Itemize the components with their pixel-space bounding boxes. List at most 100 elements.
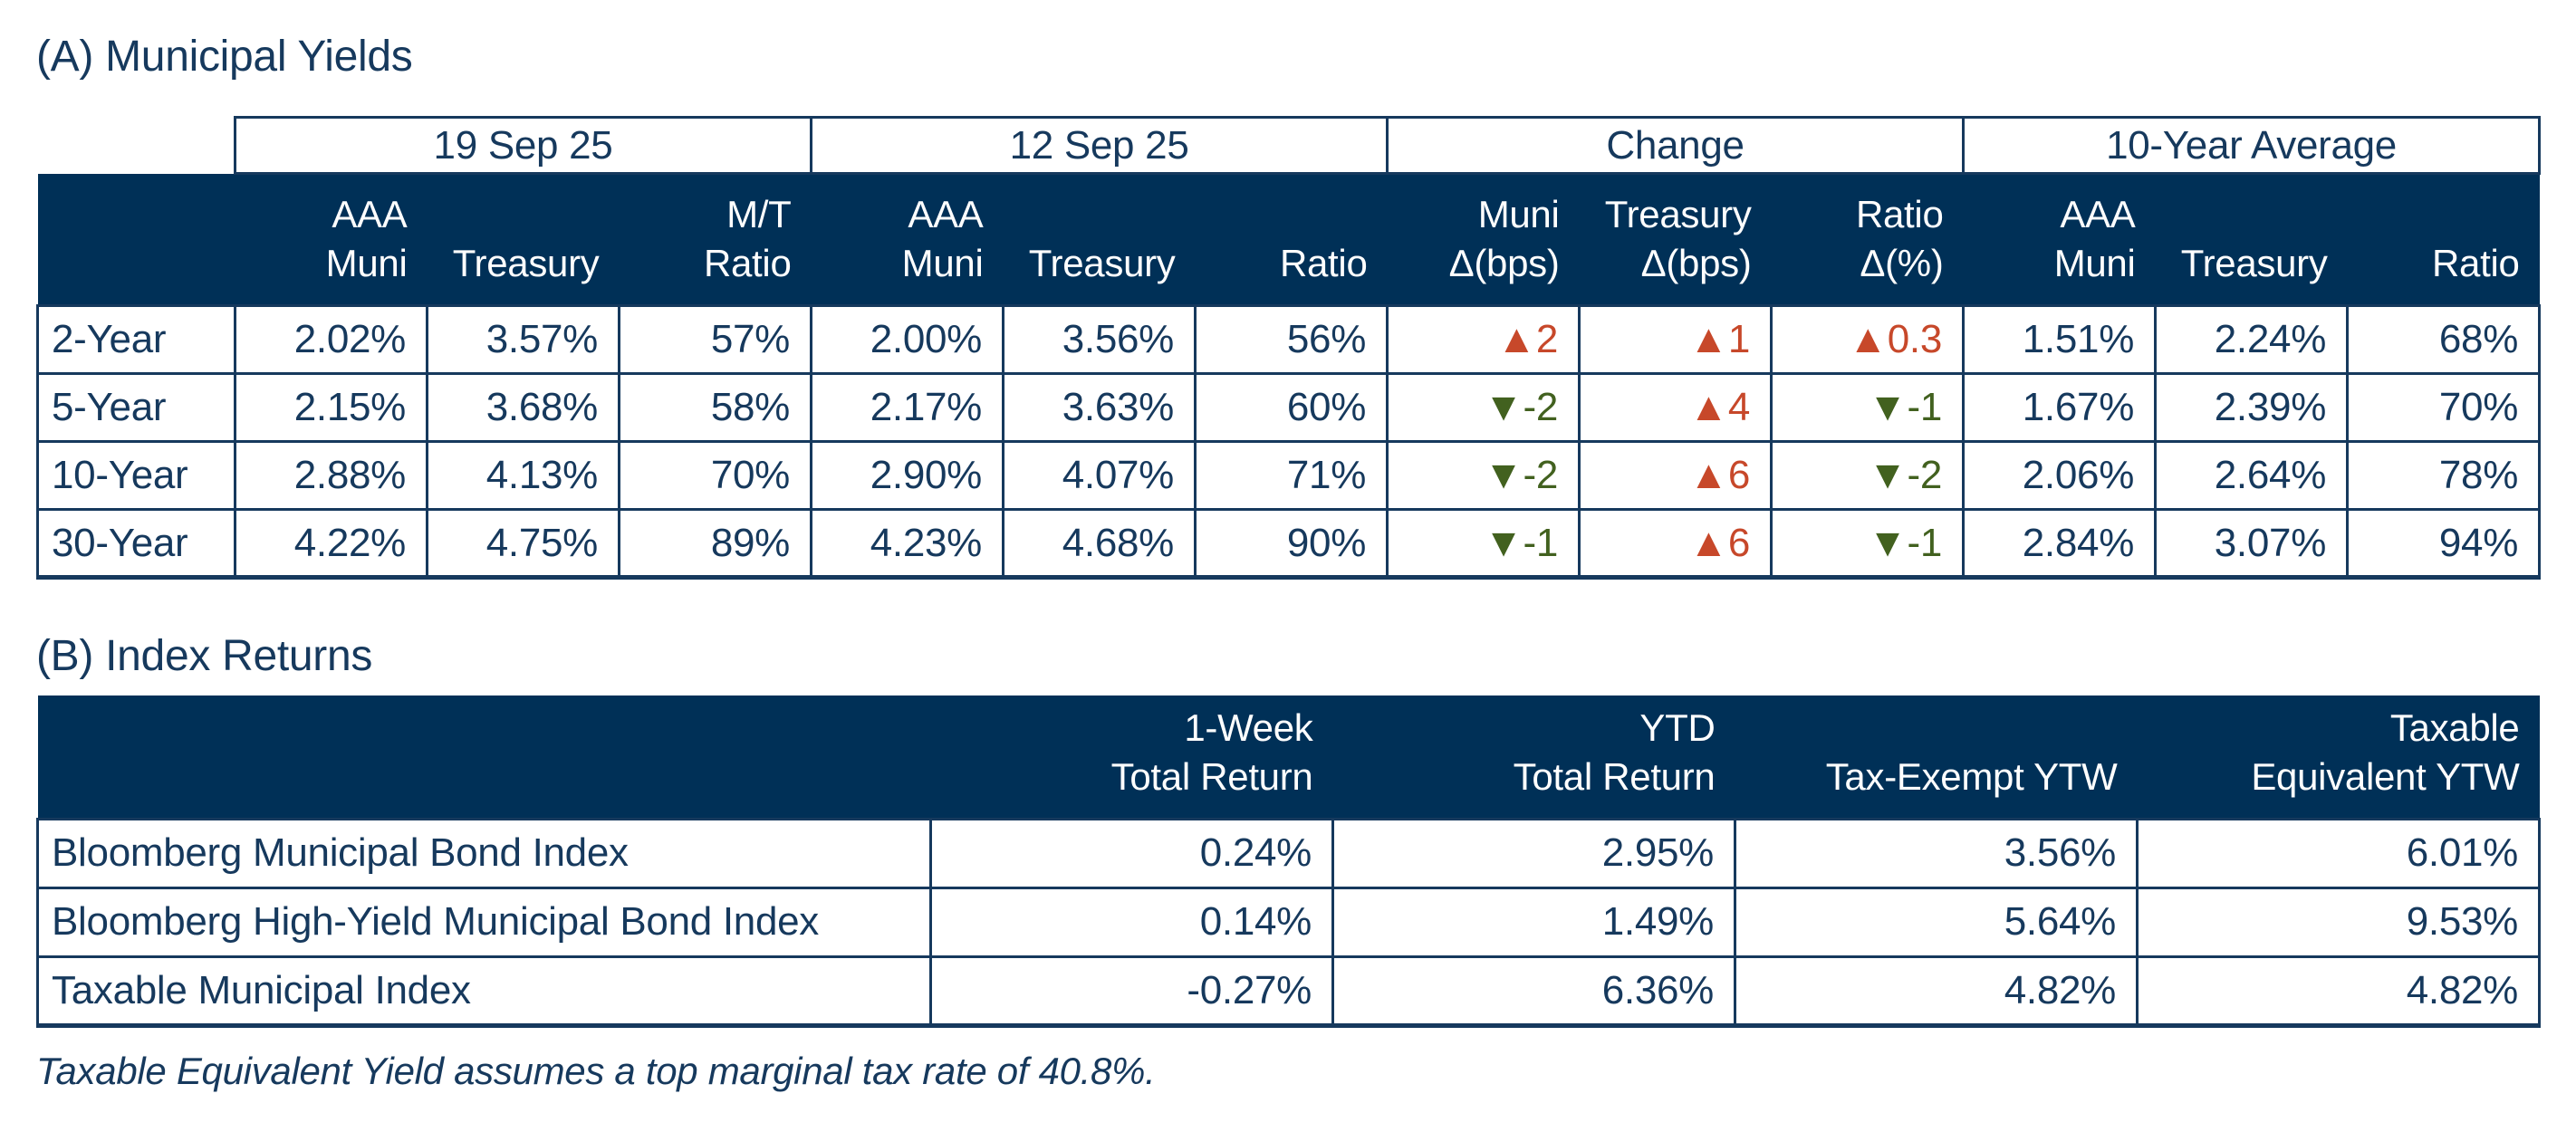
cell-12sep-treasury: 3.63%	[1002, 372, 1197, 443]
table-row: 5-Year 2.15% 3.68% 58% 2.17% 3.63% 60% ▼…	[36, 372, 2542, 443]
cell-change-treasury: ▲6	[1578, 508, 1773, 580]
index-name: Bloomberg Municipal Bond Index	[36, 817, 932, 889]
col-header-10yr-ratio: Ratio	[2347, 173, 2540, 306]
cell-10yr-ratio: 94%	[2346, 508, 2542, 580]
cell-change-ratio: ▼-1	[1770, 508, 1966, 580]
header-line2: Muni	[325, 242, 408, 284]
col-header-19sep-treasury: Treasury	[427, 173, 620, 306]
col-header-19sep-mt-ratio: M/T Ratio	[619, 173, 812, 306]
header-line1	[1004, 190, 1176, 239]
cell-12sep-ratio: 90%	[1194, 508, 1389, 580]
header-line1: M/T	[726, 193, 792, 235]
col-header-change-muni: Muni Δ(bps)	[1387, 173, 1580, 306]
group-header-19sep: 19 Sep 25	[233, 116, 813, 175]
cell-taxable-equivalent-ytw: 6.01%	[2136, 817, 2541, 889]
row-label: 5-Year	[36, 372, 236, 443]
header-line2: Muni	[901, 242, 984, 284]
table-row: Bloomberg Municipal Bond Index 0.24% 2.9…	[36, 817, 2541, 889]
col-header-index-name-blank	[37, 696, 931, 819]
col-header-10yr-aaa-muni: AAA Muni	[1963, 173, 2156, 306]
header-line2: Total Return	[1513, 754, 1716, 798]
cell-12sep-ratio: 60%	[1194, 372, 1389, 443]
cell-19sep-aaa-muni: 4.22%	[234, 508, 428, 580]
col-header-ytd-total-return: YTD Total Return	[1332, 696, 1735, 819]
cell-change-muni: ▼-1	[1386, 508, 1581, 580]
cell-19sep-mt-ratio: 58%	[617, 372, 813, 443]
cell-1week-total-return: -0.27%	[929, 955, 1334, 1028]
col-header-change-treasury: Treasury Δ(bps)	[1579, 173, 1772, 306]
cell-change-muni: ▼-2	[1386, 440, 1581, 511]
cell-12sep-treasury: 3.56%	[1002, 304, 1197, 375]
header-line1: 1-Week	[1184, 705, 1313, 749]
cell-1week-total-return: 0.14%	[929, 886, 1334, 958]
cell-ytd-total-return: 6.36%	[1331, 955, 1736, 1028]
header-line1: AAA	[908, 193, 984, 235]
cell-10yr-treasury: 2.39%	[2154, 372, 2350, 443]
cell-change-ratio: ▼-2	[1770, 440, 1966, 511]
cell-tax-exempt-ytw: 5.64%	[1734, 886, 2139, 958]
index-name: Taxable Municipal Index	[36, 955, 932, 1028]
cell-change-muni: ▲2	[1386, 304, 1581, 375]
cell-19sep-mt-ratio: 89%	[617, 508, 813, 580]
col-header-10yr-treasury: Treasury	[2155, 173, 2348, 306]
corner-spacer	[37, 117, 235, 174]
group-header-change: Change	[1386, 116, 1966, 175]
cell-10yr-ratio: 68%	[2346, 304, 2542, 375]
tax-rate-footnote: Taxable Equivalent Yield assumes a top m…	[36, 1049, 1156, 1092]
cell-1week-total-return: 0.24%	[929, 817, 1334, 889]
cell-12sep-ratio: 56%	[1194, 304, 1389, 375]
header-line1	[2348, 190, 2520, 239]
table-row: 30-Year 4.22% 4.75% 89% 4.23% 4.68% 90% …	[36, 508, 2542, 580]
cell-12sep-aaa-muni: 4.23%	[810, 508, 1005, 580]
header-line2: Muni	[2053, 242, 2136, 284]
cell-10yr-treasury: 3.07%	[2154, 508, 2350, 580]
row-label: 2-Year	[36, 304, 236, 375]
municipal-yields-table: 19 Sep 25 12 Sep 25 Change 10-Year Avera…	[36, 116, 2542, 580]
header-line1	[2156, 190, 2328, 239]
header-line2: Ratio	[703, 242, 792, 284]
cell-12sep-treasury: 4.07%	[1002, 440, 1197, 511]
col-header-19sep-aaa-muni: AAA Muni	[235, 173, 428, 306]
row-label: 10-Year	[36, 440, 236, 511]
header-line2: Total Return	[1110, 754, 1313, 798]
cell-tax-exempt-ytw: 4.82%	[1734, 955, 2139, 1028]
cell-19sep-aaa-muni: 2.02%	[234, 304, 428, 375]
header-line1: Treasury	[1604, 193, 1752, 235]
row-label: 30-Year	[36, 508, 236, 580]
col-header-12sep-aaa-muni: AAA Muni	[811, 173, 1004, 306]
column-header-row: AAA Muni Treasury M/T Ratio AAA Muni Treasu…	[37, 173, 2540, 306]
cell-19sep-treasury: 3.57%	[426, 304, 620, 375]
cell-10yr-aaa-muni: 2.06%	[1962, 440, 2158, 511]
header-line1: Ratio	[1855, 193, 1944, 235]
cell-12sep-aaa-muni: 2.00%	[810, 304, 1005, 375]
header-line2: Treasury	[2180, 242, 2328, 284]
header-line2: Tax-Exempt YTW	[1825, 754, 2118, 798]
header-line2: Ratio	[2432, 242, 2520, 284]
cell-ytd-total-return: 1.49%	[1331, 886, 1736, 958]
cell-12sep-aaa-muni: 2.90%	[810, 440, 1005, 511]
section-b-title: (B) Index Returns	[36, 632, 373, 680]
index-name: Bloomberg High-Yield Municipal Bond Inde…	[36, 886, 932, 958]
col-header-change-ratio: Ratio Δ(%)	[1771, 173, 1964, 306]
cell-10yr-aaa-muni: 1.67%	[1962, 372, 2158, 443]
header-line1: YTD	[1639, 705, 1716, 749]
table-row: Taxable Municipal Index -0.27% 6.36% 4.8…	[36, 955, 2541, 1028]
header-line1	[1196, 190, 1368, 239]
cell-19sep-aaa-muni: 2.15%	[234, 372, 428, 443]
cell-19sep-treasury: 3.68%	[426, 372, 620, 443]
col-header-blank	[37, 173, 235, 306]
group-header-row: 19 Sep 25 12 Sep 25 Change 10-Year Avera…	[37, 116, 2542, 175]
cell-taxable-equivalent-ytw: 9.53%	[2136, 886, 2541, 958]
header-line2: Treasury	[452, 242, 600, 284]
cell-19sep-mt-ratio: 70%	[617, 440, 813, 511]
header-line2: Δ(%)	[1860, 242, 1944, 284]
cell-change-ratio: ▼-1	[1770, 372, 1966, 443]
table-row: 2-Year 2.02% 3.57% 57% 2.00% 3.56% 56% ▲…	[36, 304, 2542, 375]
header-line1: AAA	[332, 193, 408, 235]
cell-taxable-equivalent-ytw: 4.82%	[2136, 955, 2541, 1028]
cell-12sep-ratio: 71%	[1194, 440, 1389, 511]
cell-change-muni: ▼-2	[1386, 372, 1581, 443]
col-header-1week-total-return: 1-Week Total Return	[930, 696, 1333, 819]
header-line1	[1735, 704, 2118, 753]
